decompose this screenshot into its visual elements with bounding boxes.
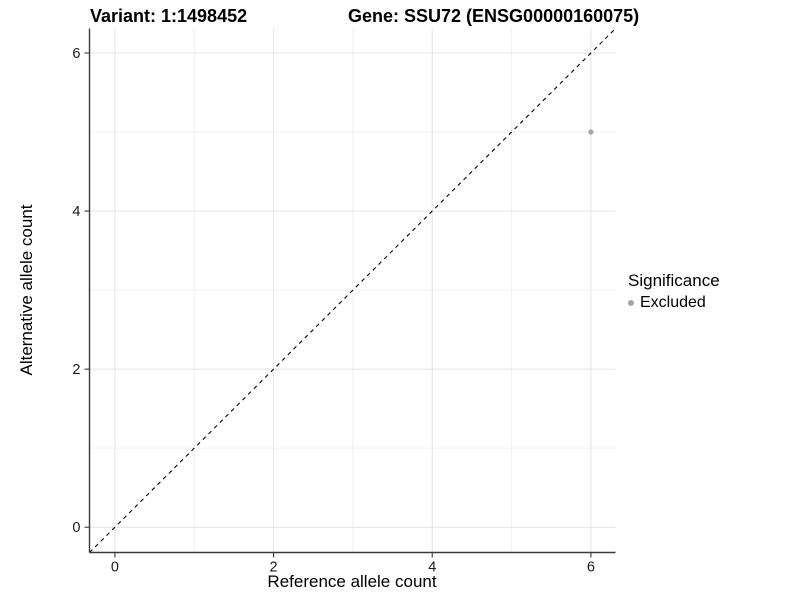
title-gene: Gene: SSU72 (ENSG00000160075) [348,6,640,26]
title-variant: Variant: 1:1498452 [90,6,248,26]
x-tick-label: 2 [270,560,278,576]
legend-item-excluded: Excluded [628,294,720,312]
legend-item-label: Excluded [640,294,706,311]
plot-title: Variant: 1:1498452 Gene: SSU72 (ENSG0000… [0,6,800,28]
x-tick-label: 4 [428,560,436,576]
y-tick-label: 0 [72,520,80,536]
x-tick-label: 0 [111,560,119,576]
y-tick-label: 2 [72,362,80,378]
legend-title: Significance [628,271,720,290]
legend-dot-icon [628,300,634,306]
x-axis-title: Reference allele count [267,572,437,591]
x-tick-label: 6 [587,560,595,576]
y-tick-label: 4 [72,204,80,220]
data-point [588,129,594,135]
identity-dashed-line [89,28,616,553]
legend: Significance Excluded [628,271,720,312]
y-tick-label: 6 [72,46,80,62]
y-axis-title: Alternative allele count [17,204,36,376]
